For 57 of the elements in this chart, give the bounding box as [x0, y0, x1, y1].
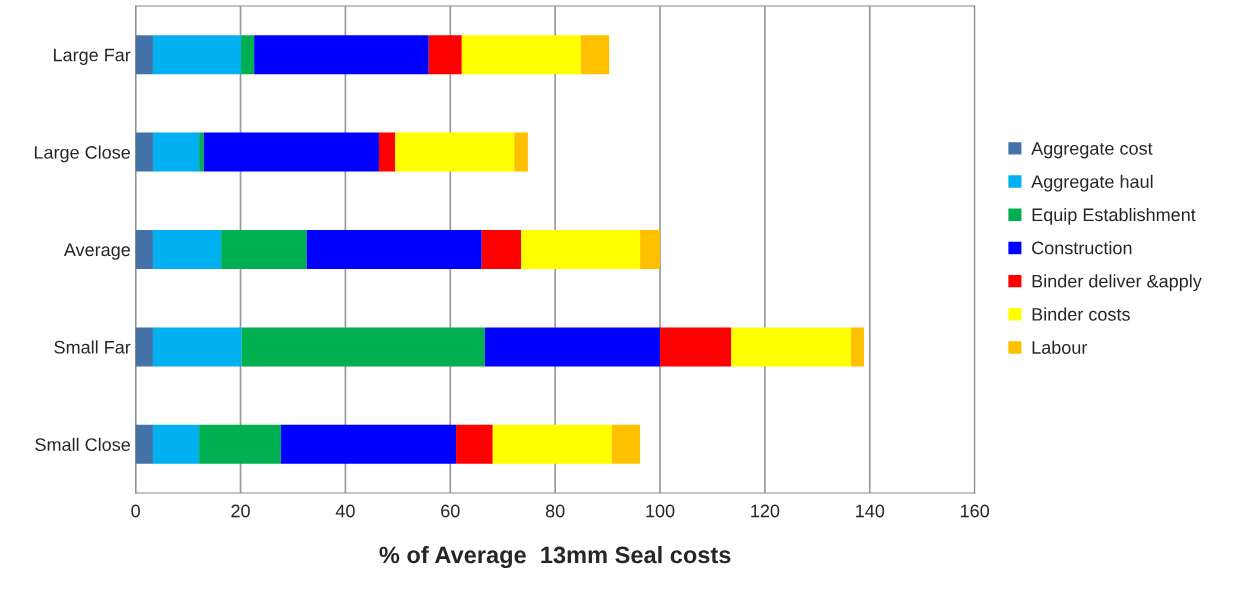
bar: [135, 230, 153, 269]
x-tick-label: 100: [646, 504, 675, 518]
bar: [660, 327, 732, 367]
bar: [461, 35, 581, 75]
bar: [199, 424, 281, 464]
bar: [135, 327, 153, 367]
bar: [492, 424, 612, 464]
bar: [580, 35, 610, 75]
bar: [221, 230, 307, 269]
bar: [456, 424, 493, 464]
legend-label: Binder costs: [1032, 307, 1130, 321]
bar: [306, 230, 482, 269]
y-tick-label: Small Far: [54, 340, 131, 354]
bar: [135, 35, 153, 75]
bar: [152, 327, 242, 367]
legend-label: Aggregate haul: [1031, 174, 1153, 192]
x-axis-title: % of Average 13mm Seal costs: [379, 545, 731, 569]
x-tick-label: 40: [335, 504, 355, 518]
x-tick-label: 160: [960, 504, 990, 518]
legend-label: Labour: [1032, 340, 1088, 354]
x-tick-label: 60: [441, 504, 460, 518]
bar: [378, 132, 396, 172]
legend-label: Binder deliver &apply: [1032, 274, 1202, 292]
y-tick-label: Large Far: [54, 48, 131, 65]
legend-label: Equip Establishment: [1032, 207, 1196, 225]
bar: [152, 132, 200, 172]
bar: [254, 35, 429, 75]
legend-label: Aggregate cost: [1031, 142, 1153, 159]
x-tick-label: 80: [545, 504, 565, 518]
bar: [521, 230, 641, 269]
x-tick-label: 120: [751, 504, 780, 518]
legend-label: Construction: [1032, 241, 1132, 255]
bar: [203, 132, 379, 172]
bar: [152, 424, 200, 464]
y-tick-label: Average: [63, 243, 130, 260]
bar: [241, 35, 255, 75]
y-tick-label: Large Close: [34, 145, 130, 163]
bar: [611, 424, 641, 464]
x-tick-label: 20: [231, 504, 250, 518]
bar: [481, 230, 522, 269]
bar: [152, 35, 242, 75]
bar: [514, 132, 528, 172]
bar: [428, 35, 462, 75]
bar: [241, 327, 485, 367]
bar: [640, 230, 661, 269]
bar: [280, 424, 457, 464]
bar: [484, 327, 661, 367]
bar: [850, 327, 865, 367]
bar: [135, 132, 153, 172]
bar: [731, 327, 851, 367]
x-tick-label: 0: [131, 504, 140, 518]
bar: [395, 132, 515, 172]
bar: [135, 424, 153, 464]
x-tick-label: 140: [856, 504, 885, 518]
y-tick-label: Small Close: [35, 437, 130, 452]
bar: [152, 230, 222, 269]
bar: [199, 132, 204, 172]
